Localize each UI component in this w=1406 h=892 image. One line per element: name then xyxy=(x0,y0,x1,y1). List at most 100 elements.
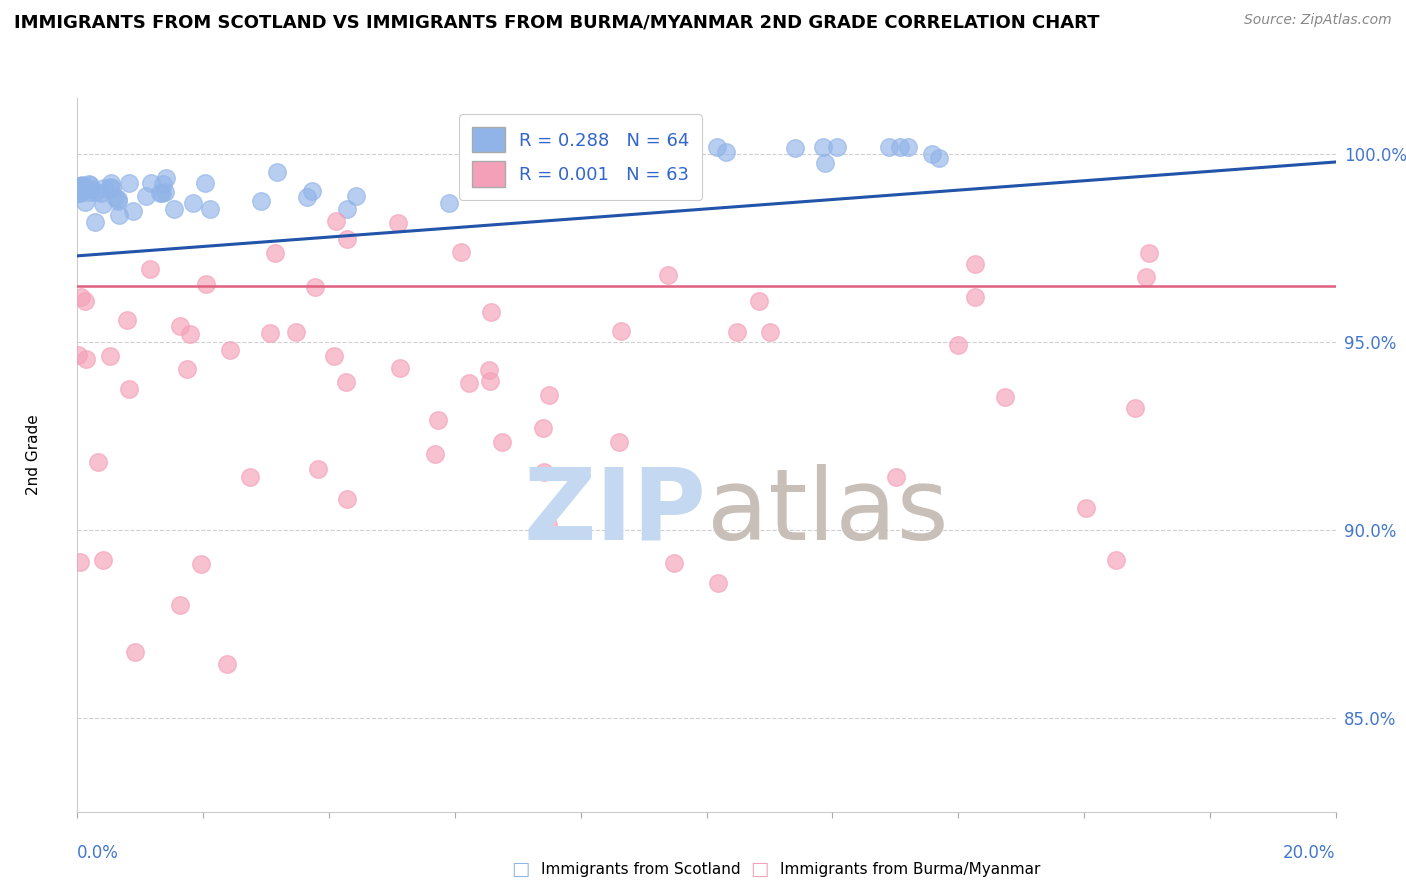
Point xyxy=(72,179,94,194)
Point xyxy=(607,434,630,449)
Point xyxy=(69,186,91,200)
Point xyxy=(149,186,172,200)
Text: ZIP: ZIP xyxy=(523,464,707,560)
Point xyxy=(889,140,911,154)
Point xyxy=(537,388,560,402)
Point xyxy=(152,177,174,191)
Point xyxy=(72,178,94,193)
Point xyxy=(83,185,105,199)
Point xyxy=(118,176,141,190)
Point xyxy=(662,556,685,570)
Point xyxy=(510,167,533,181)
Point xyxy=(706,140,728,154)
Point xyxy=(153,185,176,199)
Point xyxy=(478,363,501,377)
Point xyxy=(825,140,848,154)
Point xyxy=(169,598,191,612)
Point xyxy=(921,147,943,161)
Point xyxy=(558,151,581,165)
Point xyxy=(965,257,987,271)
Point xyxy=(323,350,346,364)
Point xyxy=(217,657,239,671)
Point xyxy=(200,202,222,216)
Point xyxy=(66,178,89,193)
Text: 2nd Grade: 2nd Grade xyxy=(25,415,41,495)
Point xyxy=(897,140,920,154)
Point xyxy=(163,202,186,216)
Point xyxy=(73,294,96,309)
Point xyxy=(67,178,90,193)
Text: □: □ xyxy=(510,860,530,880)
Point xyxy=(491,435,513,450)
Point xyxy=(176,362,198,376)
Point xyxy=(264,246,287,260)
Point xyxy=(654,152,676,166)
Point xyxy=(759,325,782,339)
Point xyxy=(301,184,323,198)
Point xyxy=(450,245,472,260)
Point xyxy=(80,182,103,196)
Point xyxy=(108,208,131,222)
Point xyxy=(578,158,600,172)
Point xyxy=(389,361,412,376)
Point xyxy=(266,165,288,179)
Text: 20.0%: 20.0% xyxy=(1284,844,1336,862)
Point xyxy=(69,555,91,569)
Point xyxy=(458,376,481,390)
Text: IMMIGRANTS FROM SCOTLAND VS IMMIGRANTS FROM BURMA/MYANMAR 2ND GRADE CORRELATION : IMMIGRANTS FROM SCOTLAND VS IMMIGRANTS F… xyxy=(14,13,1099,31)
Text: □: □ xyxy=(749,860,769,880)
Point xyxy=(179,327,201,342)
Point xyxy=(884,470,907,484)
Point xyxy=(70,290,93,304)
Point xyxy=(877,140,900,154)
Point xyxy=(250,194,273,208)
Point xyxy=(814,156,837,170)
Point xyxy=(963,290,986,304)
Point xyxy=(811,140,834,154)
Point xyxy=(336,231,359,245)
Point xyxy=(533,465,555,479)
Point xyxy=(194,176,217,190)
Point xyxy=(72,178,94,193)
Point xyxy=(336,492,359,507)
Point xyxy=(90,186,112,201)
Point xyxy=(239,470,262,484)
Point xyxy=(1105,553,1128,567)
Point xyxy=(66,186,89,201)
Point xyxy=(707,575,730,590)
Point xyxy=(307,462,329,476)
Point xyxy=(284,325,307,339)
Point xyxy=(118,382,141,396)
Point xyxy=(75,194,97,209)
Point xyxy=(464,153,486,168)
Point xyxy=(141,177,163,191)
Point xyxy=(387,216,409,230)
Point xyxy=(259,326,281,340)
Point xyxy=(181,196,204,211)
Point xyxy=(79,177,101,191)
Point xyxy=(479,305,502,319)
Point xyxy=(344,189,367,203)
Point xyxy=(1123,401,1146,416)
Point xyxy=(536,518,558,533)
Point xyxy=(79,185,101,199)
Point xyxy=(91,196,114,211)
Text: Immigrants from Burma/Myanmar: Immigrants from Burma/Myanmar xyxy=(780,863,1040,877)
Point xyxy=(304,280,326,294)
Point xyxy=(423,446,446,460)
Point xyxy=(994,390,1017,404)
Point xyxy=(122,204,145,219)
Point xyxy=(325,213,347,227)
Point xyxy=(84,215,107,229)
Point xyxy=(98,349,121,363)
Point xyxy=(572,155,595,169)
Point xyxy=(117,313,139,327)
Point xyxy=(657,268,679,282)
Point xyxy=(437,195,460,210)
Text: 0.0%: 0.0% xyxy=(77,844,120,862)
Point xyxy=(91,553,114,567)
Legend: R = 0.288   N = 64, R = 0.001   N = 63: R = 0.288 N = 64, R = 0.001 N = 63 xyxy=(460,114,702,200)
Point xyxy=(218,343,240,358)
Text: atlas: atlas xyxy=(707,464,948,560)
Point xyxy=(169,318,191,333)
